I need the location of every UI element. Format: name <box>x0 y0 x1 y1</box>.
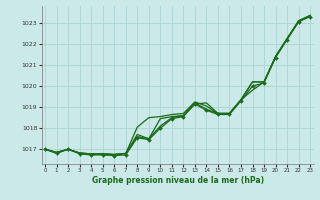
X-axis label: Graphe pression niveau de la mer (hPa): Graphe pression niveau de la mer (hPa) <box>92 176 264 185</box>
